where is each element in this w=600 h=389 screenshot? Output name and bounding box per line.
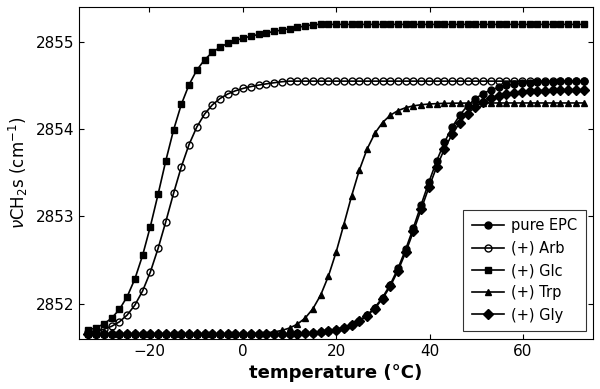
(+) Glc — [294, 25, 301, 30]
pure EPC — [580, 79, 587, 84]
pure EPC — [511, 82, 518, 86]
Line: (+) Gly: (+) Gly — [85, 86, 587, 338]
(+) Arb — [286, 79, 293, 84]
(+) Gly — [232, 332, 239, 336]
(+) Trp — [340, 222, 347, 227]
(+) Gly — [85, 332, 92, 336]
pure EPC — [294, 331, 301, 336]
Line: (+) Glc: (+) Glc — [85, 21, 587, 333]
(+) Trp — [201, 332, 208, 336]
pure EPC — [201, 332, 208, 336]
(+) Gly — [201, 332, 208, 336]
(+) Trp — [232, 332, 239, 336]
Line: pure EPC: pure EPC — [85, 78, 587, 338]
(+) Glc — [518, 22, 526, 27]
(+) Trp — [580, 101, 587, 105]
(+) Arb — [302, 79, 309, 84]
(+) Arb — [232, 88, 239, 93]
(+) Glc — [85, 328, 92, 333]
(+) Arb — [518, 79, 526, 84]
(+) Arb — [85, 330, 92, 335]
(+) Trp — [565, 101, 572, 105]
Line: (+) Trp: (+) Trp — [85, 100, 587, 338]
(+) Trp — [511, 101, 518, 105]
(+) Gly — [294, 331, 301, 336]
Line: (+) Arb: (+) Arb — [85, 78, 587, 336]
(+) Glc — [348, 22, 355, 27]
(+) Gly — [580, 88, 587, 92]
(+) Arb — [580, 79, 587, 84]
pure EPC — [85, 332, 92, 336]
(+) Trp — [85, 332, 92, 336]
(+) Glc — [565, 22, 572, 27]
(+) Trp — [294, 322, 301, 326]
(+) Gly — [511, 90, 518, 95]
Legend: pure EPC, (+) Arb, (+) Glc, (+) Trp, (+) Gly: pure EPC, (+) Arb, (+) Glc, (+) Trp, (+)… — [463, 210, 586, 331]
Y-axis label: $\nu$CH$_2$s (cm$^{-1}$): $\nu$CH$_2$s (cm$^{-1}$) — [7, 117, 30, 229]
(+) Arb — [565, 79, 572, 84]
(+) Glc — [317, 22, 324, 27]
pure EPC — [565, 79, 572, 84]
(+) Arb — [201, 112, 208, 116]
(+) Glc — [201, 58, 208, 62]
(+) Gly — [340, 326, 347, 330]
pure EPC — [232, 332, 239, 336]
(+) Arb — [348, 79, 355, 84]
pure EPC — [340, 325, 347, 330]
(+) Glc — [580, 22, 587, 27]
(+) Gly — [565, 88, 572, 93]
X-axis label: temperature (°C): temperature (°C) — [250, 364, 422, 382]
(+) Glc — [232, 38, 239, 43]
